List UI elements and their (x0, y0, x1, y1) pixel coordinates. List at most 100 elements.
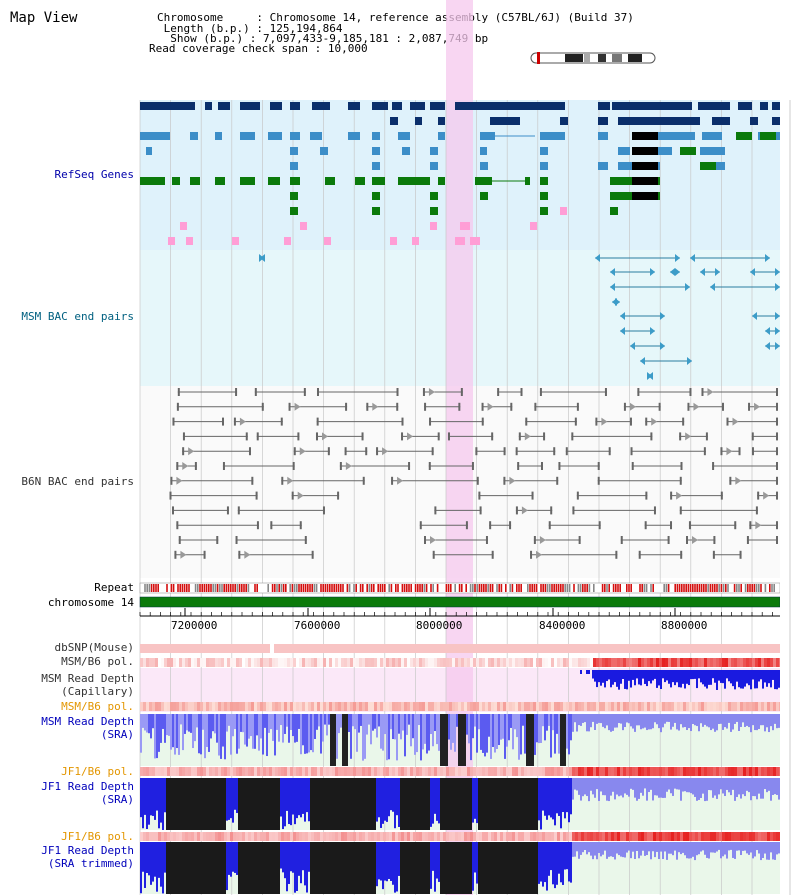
depth-bar (510, 714, 512, 728)
bac-end (182, 462, 189, 470)
gene-feature (415, 117, 422, 125)
dbsnp-track[interactable] (140, 644, 780, 653)
pol-segment (377, 702, 380, 711)
pol-segment (323, 832, 326, 841)
bac-end (679, 432, 682, 441)
bac-end (530, 550, 533, 559)
depth-bar (308, 778, 310, 822)
jf1-sra-depth-track[interactable] (140, 778, 780, 830)
depth-bar (764, 670, 766, 683)
jf1-b6-pol-1-track[interactable] (140, 767, 782, 776)
pol-segment (722, 832, 725, 841)
refseq-gene-features[interactable] (140, 102, 780, 245)
depth-bar (552, 842, 554, 885)
depth-bar (550, 714, 552, 758)
track-label-msm-b6-pol-1[interactable]: MSM/B6 pol. (61, 655, 134, 668)
depth-bar (482, 842, 484, 894)
pol-segment (392, 767, 395, 776)
bac-end (476, 476, 479, 485)
pol-segment (632, 767, 635, 776)
track-label-msm-depth-cap[interactable]: MSM Read Depth (41, 672, 134, 685)
depth-bar (562, 714, 564, 766)
pol-segment (236, 702, 239, 711)
track-label-msm-b6-pol-2[interactable]: MSM/B6 pol. (61, 700, 134, 713)
bac-end (715, 268, 720, 276)
depth-bar (752, 778, 754, 797)
track-label-jf1-depth-trim[interactable]: JF1 Read Depth (41, 844, 134, 857)
msm-bac-features[interactable] (259, 254, 780, 380)
depth-bar (146, 842, 148, 874)
pol-segment (176, 832, 179, 841)
track-label-jf1-b6-pol-1[interactable]: JF1/B6 pol. (61, 765, 134, 778)
bac-end (598, 521, 601, 530)
chromosome-ideogram[interactable] (530, 52, 656, 64)
bac-end (491, 432, 494, 441)
jf1-trimmed-depth-track[interactable] (140, 842, 780, 894)
track-label-jf1-b6-pol-2[interactable]: JF1/B6 pol. (61, 830, 134, 843)
depth-bar (720, 842, 722, 859)
bac-end (194, 462, 197, 470)
pol-segment (383, 767, 386, 776)
bac-end (327, 447, 330, 456)
repeat-mark (430, 584, 432, 592)
depth-bar (670, 778, 672, 794)
depth-bar (396, 778, 398, 816)
depth-bar (450, 842, 452, 894)
depth-bar (454, 842, 456, 894)
b6n-bac-features[interactable] (169, 388, 778, 559)
depth-bar (534, 778, 536, 830)
track-label-repeat[interactable]: Repeat (94, 581, 134, 594)
msm-b6-pol-2-track[interactable] (140, 702, 782, 711)
gene-feature (632, 162, 658, 170)
depth-bar (536, 714, 538, 743)
bac-end (658, 402, 661, 411)
depth-bar (430, 714, 432, 735)
repeat-mark (546, 584, 549, 592)
pol-segment (161, 767, 164, 776)
track-label-jf1-depth-sra[interactable]: JF1 Read Depth (41, 780, 134, 793)
pol-segment (452, 832, 455, 841)
pol-segment (347, 658, 350, 667)
depth-bar (456, 842, 458, 894)
bac-end (604, 388, 607, 396)
bac-end (693, 402, 700, 411)
track-label-msm-bac[interactable]: MSM BAC end pairs (21, 310, 134, 323)
depth-bar (170, 714, 172, 750)
pol-segment (554, 702, 557, 711)
jf1-b6-pol-2-track[interactable] (140, 832, 782, 841)
pol-segment (296, 658, 299, 667)
msm-capillary-depth-track[interactable] (580, 670, 780, 690)
track-label-dbsnp[interactable]: dbSNP(Mouse) (54, 641, 134, 654)
depth-bar (274, 842, 276, 894)
pol-segment (194, 658, 197, 667)
depth-bar (218, 778, 220, 830)
repeat-mark (454, 584, 456, 592)
repeat-mark (197, 584, 199, 592)
pol-segment (479, 832, 482, 841)
depth-bar (190, 714, 192, 733)
depth-bar (364, 714, 366, 759)
bac-end (311, 550, 314, 559)
repeat-mark (236, 584, 239, 592)
depth-bar (562, 842, 564, 885)
depth-bar (176, 778, 178, 830)
pol-segment (470, 658, 473, 667)
depth-bar (340, 714, 342, 728)
pol-segment (449, 658, 452, 667)
pol-segment (476, 767, 479, 776)
track-label-chromosome[interactable]: chromosome 14 (47, 596, 134, 609)
depth-bar (226, 714, 228, 732)
track-label-msm-depth-sra[interactable]: MSM Read Depth (41, 715, 134, 728)
depth-bar (578, 714, 580, 726)
track-label-refseq[interactable]: RefSeq Genes (54, 168, 134, 181)
depth-bar (588, 714, 590, 732)
msm-sra-depth-track[interactable] (140, 714, 780, 766)
bac-end (775, 268, 780, 276)
chromosome-bar[interactable] (139, 596, 781, 608)
track-label-b6n-bac[interactable]: B6N BAC end pairs (21, 475, 134, 488)
depth-bar (202, 842, 204, 894)
bac-end (434, 506, 437, 515)
pol-segment (344, 658, 347, 667)
depth-bar (174, 778, 176, 830)
